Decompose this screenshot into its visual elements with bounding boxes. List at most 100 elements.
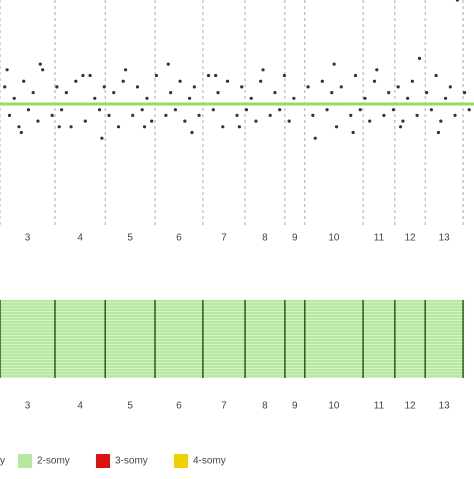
point [292, 96, 296, 100]
point [259, 79, 263, 83]
point [398, 125, 403, 129]
point [211, 108, 215, 112]
point [351, 130, 355, 135]
point [97, 108, 102, 112]
point [434, 73, 438, 78]
point [453, 113, 457, 117]
chromosome-label: 4 [77, 401, 83, 412]
chromosome-label: 7 [221, 401, 227, 412]
point [349, 113, 353, 117]
chromosome-label: 13 [439, 233, 451, 244]
point [410, 79, 414, 83]
point [197, 113, 201, 117]
point [396, 85, 400, 89]
legend-swatch [96, 454, 110, 468]
chromosome-label: 6 [176, 401, 182, 412]
point [240, 85, 244, 89]
segment [154, 300, 203, 378]
point [12, 96, 16, 100]
point [55, 85, 59, 89]
point [69, 125, 73, 129]
point [190, 130, 194, 135]
point [81, 73, 85, 78]
legend-label: 4-somy [193, 456, 226, 467]
point [36, 119, 40, 123]
chromosome-label: 13 [439, 401, 451, 412]
point [237, 125, 241, 129]
point [192, 85, 196, 89]
point [313, 136, 317, 140]
point [225, 79, 230, 83]
point [358, 108, 362, 112]
point [311, 113, 315, 117]
segment [425, 300, 464, 378]
point [448, 85, 452, 89]
point [214, 73, 218, 78]
point [278, 108, 282, 112]
point [116, 125, 121, 129]
point [38, 62, 42, 66]
point [339, 85, 343, 89]
point [121, 79, 125, 83]
point [436, 130, 441, 135]
point [417, 56, 422, 61]
point [353, 73, 358, 78]
legend-swatch [174, 454, 188, 468]
point [150, 119, 154, 123]
legend-label: y [0, 456, 5, 467]
point [406, 96, 410, 100]
point [268, 113, 272, 117]
point [382, 113, 386, 117]
point [41, 68, 45, 72]
point [439, 119, 443, 123]
point [19, 130, 23, 135]
point [332, 62, 336, 66]
chromosome-label: 3 [25, 233, 31, 244]
point [100, 136, 104, 140]
point [206, 73, 211, 78]
point [57, 125, 61, 129]
chromosome-label: 6 [176, 233, 182, 244]
point [17, 125, 21, 129]
segment [54, 300, 106, 378]
point [22, 79, 26, 83]
point [183, 119, 187, 123]
legend-label: 2-somy [37, 456, 70, 467]
chromosome-label: 8 [262, 401, 268, 412]
point [140, 108, 144, 112]
segment [0, 300, 55, 378]
point [31, 91, 35, 95]
point [221, 125, 225, 129]
chromosome-label: 5 [127, 233, 133, 244]
point [368, 119, 372, 123]
point [169, 91, 173, 95]
point [135, 85, 140, 89]
point [282, 73, 286, 78]
chromosome-label: 7 [221, 233, 227, 244]
point [261, 68, 265, 72]
point [50, 113, 54, 117]
point [249, 96, 253, 100]
point [64, 91, 68, 95]
point [325, 108, 329, 112]
chromosome-label: 10 [328, 401, 340, 412]
legend-swatch [18, 454, 32, 468]
point [145, 96, 149, 100]
point [287, 119, 291, 123]
chromosome-label: 12 [404, 401, 416, 412]
point [455, 0, 460, 2]
point [391, 108, 396, 112]
legend-label: 3-somy [115, 456, 148, 467]
point [107, 113, 111, 117]
chromosome-label: 3 [25, 401, 31, 412]
point [415, 113, 419, 117]
point [178, 79, 182, 83]
point [462, 91, 467, 95]
point [188, 96, 192, 100]
chromosome-label: 9 [292, 401, 298, 412]
point [387, 91, 391, 95]
point [235, 113, 239, 117]
point [26, 108, 31, 112]
point [88, 73, 92, 78]
